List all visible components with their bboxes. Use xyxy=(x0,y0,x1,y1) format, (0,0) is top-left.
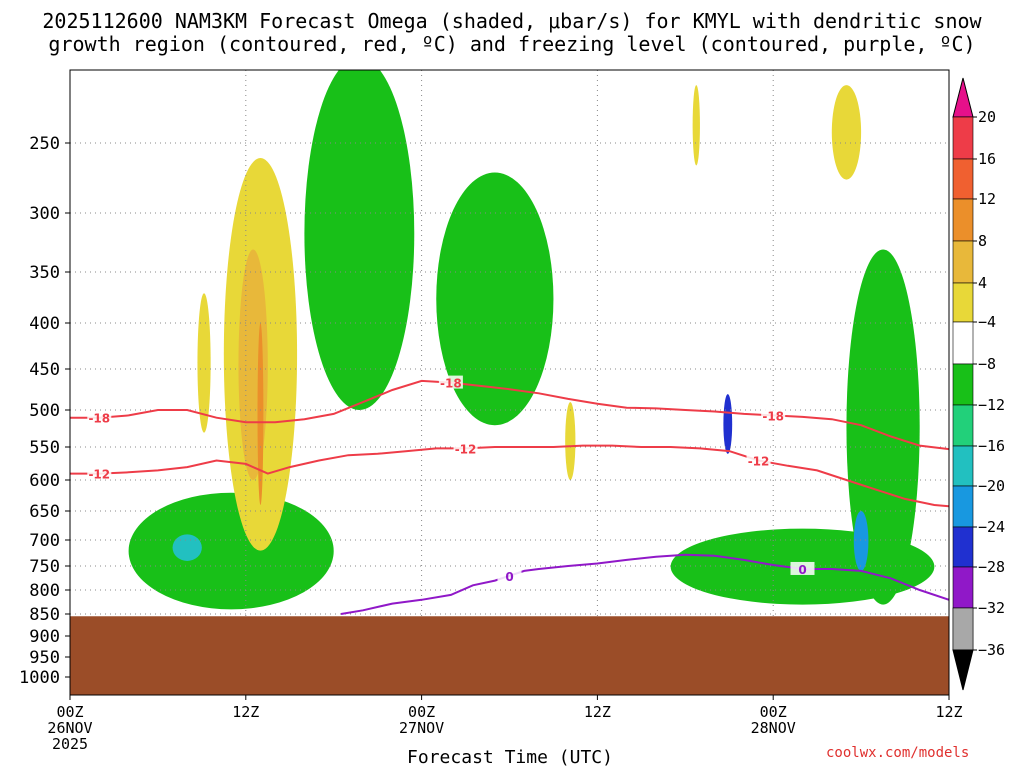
contour-label: -12 xyxy=(88,468,110,482)
contour-label-bg xyxy=(746,453,771,467)
omega-region-negative-0 xyxy=(128,492,334,610)
x-tick-label: 12Z xyxy=(935,703,962,721)
contour-label: 0 xyxy=(505,570,513,584)
contour-label: -18 xyxy=(88,412,110,426)
omega-region-positive-10 xyxy=(257,323,264,505)
x-tick-label: 00Z xyxy=(408,703,435,721)
contour-label: -12 xyxy=(455,442,477,456)
contour-label-bg xyxy=(790,561,815,575)
x-tick-label: 26NOV xyxy=(47,719,92,737)
y-tick-label: 350 xyxy=(29,263,60,283)
credit-text: coolwx.com/models xyxy=(826,745,970,761)
colorbar-label: −28 xyxy=(978,558,1005,576)
colorbar-label: −36 xyxy=(978,641,1005,659)
contour-label: -12 xyxy=(748,455,770,469)
contour-label: -18 xyxy=(762,409,784,423)
colorbar-label: 16 xyxy=(978,150,996,168)
colorbar-segment xyxy=(952,198,974,242)
omega-region-positive-12 xyxy=(831,85,862,180)
y-tick-label: 600 xyxy=(29,471,60,491)
contour-line-2 xyxy=(340,553,949,615)
colorbar-label: 8 xyxy=(978,232,987,250)
contour-label-bg xyxy=(761,408,786,422)
x-tick-label: 2025 xyxy=(52,735,88,753)
contour-label-bg xyxy=(87,410,112,424)
colorbar-label: −24 xyxy=(978,518,1005,536)
colorbar-label: −16 xyxy=(978,437,1005,455)
chart-title-line-2: growth region (contoured, red, ºC) and f… xyxy=(48,32,976,56)
plot-frame xyxy=(69,69,950,696)
colorbar-segment xyxy=(952,526,974,568)
omega-region-negative-5 xyxy=(723,394,733,454)
colorbar-segment xyxy=(952,607,974,651)
y-tick-label: 800 xyxy=(29,581,60,601)
omega-region-positive-13 xyxy=(692,85,700,166)
y-tick-label: 650 xyxy=(29,502,60,522)
colorbar-label: 4 xyxy=(978,274,987,292)
colorbar-segment xyxy=(952,282,974,323)
colorbar-segment xyxy=(952,158,974,200)
colorbar-segment xyxy=(952,116,974,160)
omega-region-negative-2 xyxy=(304,70,415,410)
y-tick-label: 300 xyxy=(29,204,60,224)
colorbar-label: −8 xyxy=(978,355,996,373)
contour-line-0 xyxy=(70,379,949,451)
contour-label-bg xyxy=(87,466,112,480)
y-tick-label: 950 xyxy=(29,648,60,668)
omega-region-positive-9 xyxy=(238,249,268,480)
y-tick-label: 900 xyxy=(29,627,60,647)
colorbar-label: 12 xyxy=(978,190,996,208)
x-tick-label: 27NOV xyxy=(399,719,444,737)
omega-region-negative-3 xyxy=(436,172,554,426)
contour-label: -18 xyxy=(440,377,462,391)
x-axis-label: Forecast Time (UTC) xyxy=(407,747,613,768)
colorbar-label: −32 xyxy=(978,599,1005,617)
contour-label-bg xyxy=(497,568,522,582)
omega-region-positive-14 xyxy=(565,402,576,480)
y-tick-label: 700 xyxy=(29,531,60,551)
y-tick-label: 400 xyxy=(29,314,60,334)
x-tick-label: 00Z xyxy=(760,703,787,721)
omega-region-positive-11 xyxy=(197,293,211,433)
colorbar-label: 20 xyxy=(978,108,996,126)
chart-title-line-1: 2025112600 NAM3KM Forecast Omega (shaded… xyxy=(42,9,982,33)
contour-label-bg xyxy=(453,441,478,455)
y-tick-label: 750 xyxy=(29,557,60,577)
x-tick-label: 00Z xyxy=(56,703,83,721)
terrain-below-surface xyxy=(70,616,949,695)
colorbar-segment xyxy=(952,240,974,284)
colorbar-label: −4 xyxy=(978,313,996,331)
colorbar-bottom-triangle xyxy=(952,649,974,691)
y-tick-label: 850 xyxy=(29,605,60,625)
colorbar-segment xyxy=(952,445,974,487)
y-tick-label: 500 xyxy=(29,401,60,421)
colorbar-segment xyxy=(952,321,974,365)
colorbar-label: −12 xyxy=(978,396,1005,414)
x-tick-label: 12Z xyxy=(232,703,259,721)
x-tick-label: 28NOV xyxy=(751,719,796,737)
omega-region-negative-7 xyxy=(853,511,869,571)
colorbar-segment xyxy=(952,485,974,528)
y-tick-label: 1000 xyxy=(19,668,60,688)
colorbar-segment xyxy=(952,404,974,447)
colorbar-segment xyxy=(952,363,974,406)
omega-region-negative-1 xyxy=(172,534,202,561)
x-tick-label: 12Z xyxy=(584,703,611,721)
y-tick-label: 250 xyxy=(29,134,60,154)
colorbar-top-triangle xyxy=(952,77,974,118)
colorbar-segment xyxy=(952,566,974,609)
colorbar-label: −20 xyxy=(978,477,1005,495)
y-tick-label: 450 xyxy=(29,360,60,380)
contour-line-1 xyxy=(70,444,949,508)
y-tick-label: 550 xyxy=(29,438,60,458)
contour-label: 0 xyxy=(798,563,806,577)
contour-label-bg xyxy=(438,375,463,389)
